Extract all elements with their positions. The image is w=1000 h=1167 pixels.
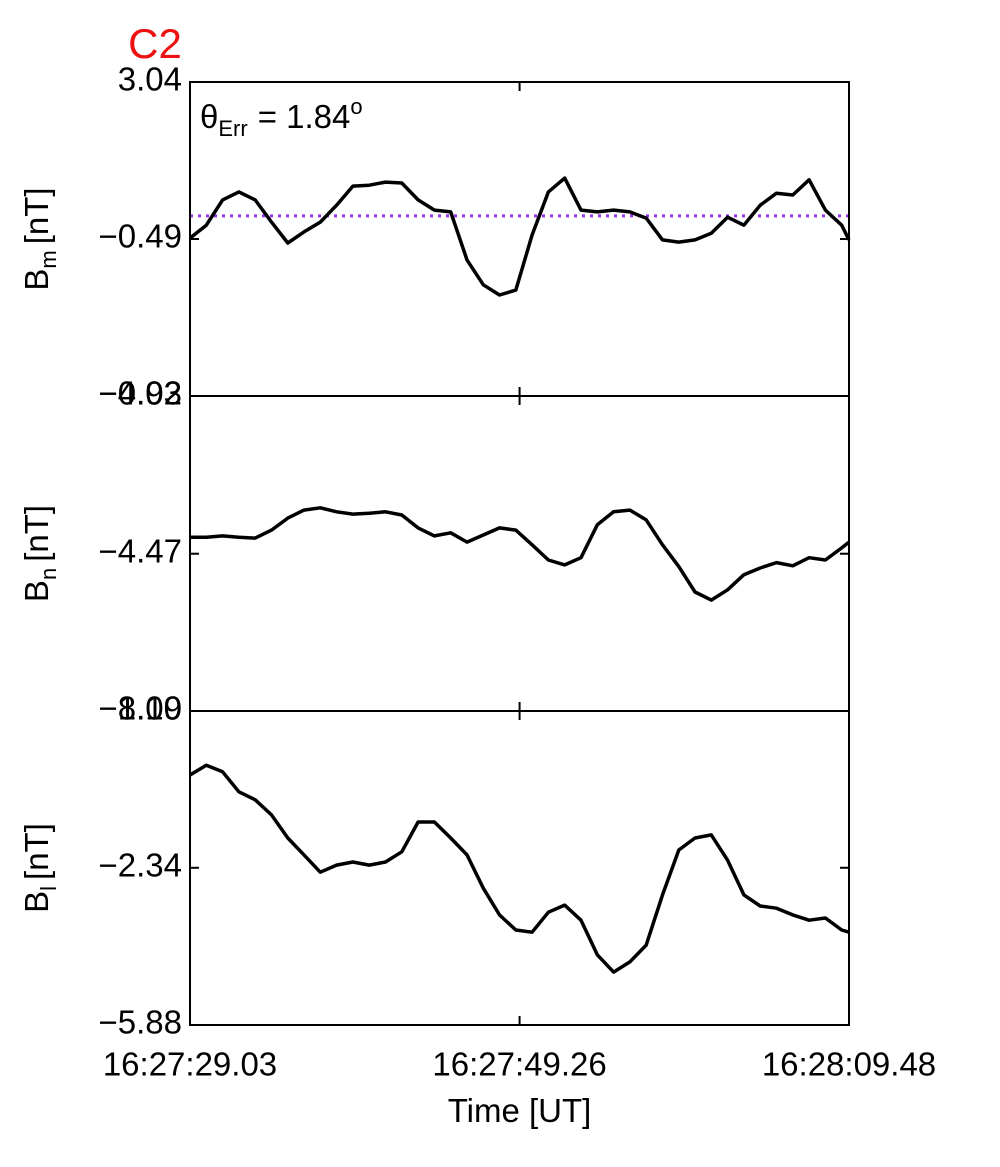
y-axis-label: Bm [nT] xyxy=(18,187,61,290)
data-line xyxy=(188,176,851,297)
y-tick-label: −4.02 xyxy=(99,375,183,412)
y-tick-label: −2.34 xyxy=(99,846,183,883)
annotation-sup: o xyxy=(350,94,362,119)
x-axis-label: Time [UT] xyxy=(448,1092,592,1129)
y-axis-label: Bn [nT] xyxy=(18,505,61,602)
annotation-sub: Err xyxy=(218,116,247,141)
x-tick-label: 16:28:09.48 xyxy=(762,1046,936,1083)
x-tick-label: 16:27:29.03 xyxy=(103,1046,277,1083)
y-tick-label: −8.00 xyxy=(99,690,183,727)
plot-frame xyxy=(189,710,850,1026)
y-label-base: B xyxy=(18,891,55,913)
y-label-sub: n xyxy=(36,568,61,580)
data-line xyxy=(190,506,851,602)
y-tick-label: 3.04 xyxy=(118,61,182,98)
y-label-base: B xyxy=(18,580,55,602)
y-label-sub: l xyxy=(36,886,61,891)
y-tick-label: −0.93 xyxy=(99,375,183,412)
plot-frame xyxy=(189,395,850,712)
y-tick-label: −4.47 xyxy=(99,532,183,569)
y-label-unit: [nT] xyxy=(18,505,55,562)
data-line xyxy=(189,763,850,974)
y-tick-label: −5.88 xyxy=(99,1004,183,1041)
y-tick-label: −0.49 xyxy=(99,218,183,255)
y-label-unit: [nT] xyxy=(18,823,55,880)
y-axis-label: Bl [nT] xyxy=(18,823,61,913)
annotation: θErr = 1.84o xyxy=(200,94,363,141)
y-tick-label: 1.19 xyxy=(118,690,182,727)
y-label-sub: m xyxy=(36,250,61,268)
y-label-base: B xyxy=(18,269,55,291)
chart-title: C2 xyxy=(128,20,182,67)
y-label-unit: [nT] xyxy=(18,187,55,244)
annotation-text: = 1.84 xyxy=(258,98,351,135)
annotation-symbol: θ xyxy=(200,98,218,135)
x-tick-label: 16:27:49.26 xyxy=(432,1046,606,1083)
